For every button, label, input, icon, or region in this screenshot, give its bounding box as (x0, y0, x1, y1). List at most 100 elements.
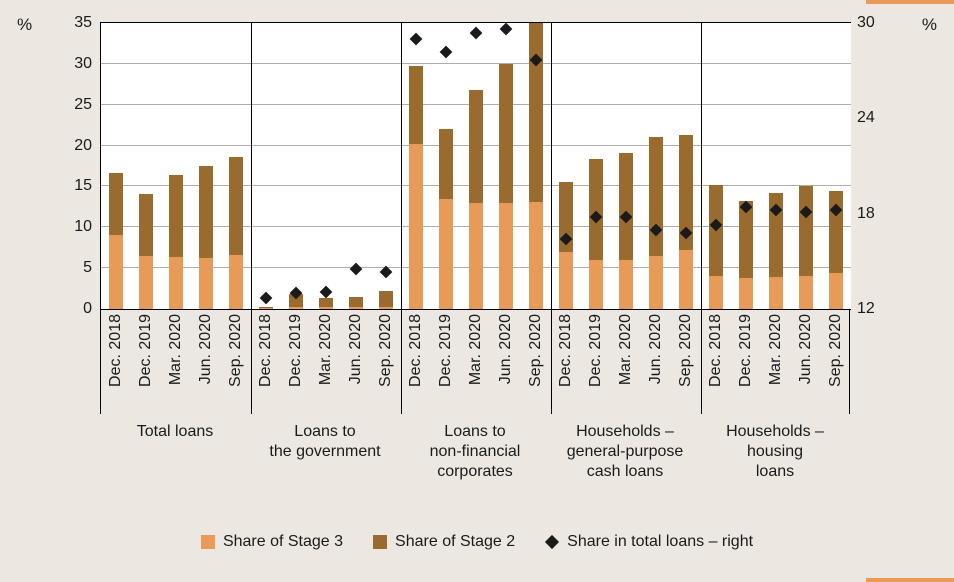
stage2-bar-segment (739, 201, 753, 278)
x-axis-label: Dec. 2018 (107, 314, 125, 406)
x-axis-label: Dec. 2018 (257, 314, 275, 406)
legend-label: Share of Stage 3 (222, 533, 344, 550)
x-axis-label: Jun. 2020 (797, 314, 815, 406)
stacked-bar (349, 296, 363, 309)
stage2-bar-segment (169, 175, 183, 257)
x-axis-label: Jun. 2020 (197, 314, 215, 406)
stage2-bar-segment (289, 294, 303, 307)
diamond-marker-icon (545, 534, 560, 550)
share-in-total-loans-marker (439, 45, 453, 58)
x-axis-label-text: Sep. 2020 (377, 314, 394, 387)
right-axis-tick: 24 (857, 109, 875, 127)
x-axis-label: Sep. 2020 (377, 314, 395, 406)
x-axis-label-text: Sep. 2020 (227, 314, 244, 387)
x-axis-label-text: Mar. 2020 (467, 314, 484, 386)
x-axis-label-text: Sep. 2020 (527, 314, 544, 387)
group-label-line: housing (746, 443, 804, 460)
top-accent-strip (866, 0, 954, 4)
stage3-bar-segment (649, 255, 663, 309)
group-label: Total loans (100, 422, 250, 442)
x-axis-label-text: Dec. 2019 (287, 314, 304, 387)
stage3-bar-segment (679, 250, 693, 309)
stage3-bar-segment (379, 306, 393, 309)
group-label: Loans to non-financial corporates (400, 422, 550, 482)
stacked-bar (409, 66, 423, 309)
stage3-bar-segment (109, 235, 123, 309)
left-axis-tick: 25 (74, 95, 92, 113)
x-axis-label-text: Sep. 2020 (827, 314, 844, 387)
gridline (101, 62, 851, 64)
stacked-bar (529, 23, 543, 309)
stage2-bar-segment (109, 173, 123, 236)
x-axis-label: Sep. 2020 (677, 314, 695, 406)
stage2-bar-segment (139, 193, 153, 256)
right-axis-unit-label: % (921, 15, 937, 34)
x-axis-label-text: Jun. 2020 (797, 314, 814, 385)
stage3-bar-segment (199, 257, 213, 309)
stage2-bar-segment (589, 159, 603, 260)
stacked-bar (169, 175, 183, 309)
legend-label: Share in total loans – right (567, 533, 754, 550)
stage2-bar-segment (619, 152, 633, 260)
stacked-bar (589, 159, 603, 309)
stage2-bar-segment (469, 90, 483, 203)
group-label-line: Loans to (294, 423, 356, 440)
x-axis-label-text: Dec. 2019 (137, 314, 154, 387)
group-label-line: general-purpose (566, 443, 684, 460)
share-in-total-loans-marker (469, 26, 483, 39)
x-axis-label-text: Jun. 2020 (497, 314, 514, 385)
stacked-bar (229, 157, 243, 309)
share-in-total-loans-marker (349, 262, 363, 276)
x-axis-label-text: Dec. 2018 (407, 314, 424, 387)
share-in-total-loans-marker (499, 22, 513, 36)
stage3-bar-segment (229, 255, 243, 309)
stage3-bar-segment (289, 306, 303, 309)
stage2-bar-segment (499, 63, 513, 203)
stage2-bar-segment (769, 192, 783, 278)
x-axis-label: Mar. 2020 (617, 314, 635, 406)
left-axis-tick: 20 (74, 136, 92, 154)
x-axis-label-text: Mar. 2020 (167, 314, 184, 386)
share-in-total-loans-marker (409, 32, 423, 46)
x-axis-label-text: Mar. 2020 (617, 314, 634, 386)
x-axis-label-text: Sep. 2020 (677, 314, 694, 387)
group-label-line: Loans to (444, 423, 506, 440)
color-swatch-icon (373, 535, 388, 549)
stage2-bar-segment (319, 298, 333, 308)
stacked-bar (619, 152, 633, 309)
stage2-bar-segment (529, 23, 543, 202)
x-axis-label: Dec. 2019 (137, 314, 155, 406)
group-label-line: non-financial (429, 443, 521, 460)
legend-item: Share of Stage 2 (373, 533, 515, 551)
group-label: Loans to the government (250, 422, 400, 462)
left-axis-unit-label: % (17, 15, 33, 34)
left-axis-tick: 0 (83, 300, 92, 317)
stacked-bar (769, 192, 783, 309)
x-axis-label: Dec. 2019 (737, 314, 755, 406)
group-label-line: cash loans (586, 463, 664, 480)
stage3-bar-segment (619, 259, 633, 309)
x-axis-label: Mar. 2020 (767, 314, 785, 406)
stacked-bar (199, 166, 213, 309)
stage3-bar-segment (739, 277, 753, 309)
x-axis-label-text: Mar. 2020 (317, 314, 334, 386)
stacked-bar (439, 129, 453, 309)
group-separator (701, 22, 702, 414)
group-label-line: the government (269, 443, 381, 460)
x-axis-label: Mar. 2020 (317, 314, 335, 406)
stacked-bar (139, 193, 153, 309)
stage3-bar-segment (559, 251, 573, 309)
right-axis-tick: 18 (857, 204, 875, 222)
stage2-bar-segment (229, 157, 243, 256)
stage2-bar-segment (799, 186, 813, 277)
share-in-total-loans-marker (319, 285, 333, 298)
x-axis-label: Dec. 2018 (707, 314, 725, 406)
legend-item: Share in total loans – right (545, 533, 753, 551)
x-axis-label-text: Jun. 2020 (197, 314, 214, 385)
right-axis-tick: 12 (857, 300, 875, 317)
x-axis-label-text: Dec. 2018 (107, 314, 124, 387)
group-label-line: Households – (576, 423, 674, 440)
x-axis-label-text: Dec. 2018 (257, 314, 274, 387)
x-axis-label: Dec. 2019 (587, 314, 605, 406)
x-axis-label: Dec. 2019 (287, 314, 305, 406)
